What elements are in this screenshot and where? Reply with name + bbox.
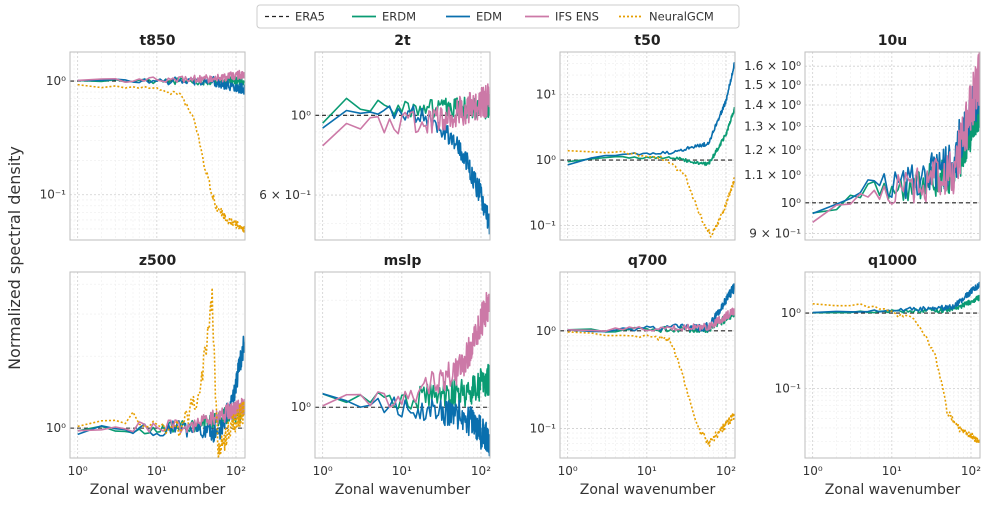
y-tick-label: 10⁻¹ <box>530 218 557 232</box>
grid <box>805 52 980 240</box>
x-axis-label: Zonal wavenumber <box>335 482 471 498</box>
y-tick-label: 10⁰ <box>291 108 311 122</box>
axes-frame <box>559 271 736 459</box>
series-ifs-ens <box>77 397 245 434</box>
legend-label: ERDM <box>382 10 416 24</box>
y-tick-label: 1.5 × 10⁰ <box>744 78 801 92</box>
panel-t50: t50 10¹ 10⁰ 10⁻¹ <box>530 33 736 241</box>
series-erdm <box>322 363 490 411</box>
series-ifs-ens <box>567 307 735 333</box>
series-neuralgcm <box>812 303 980 445</box>
y-tick-label: 10¹ <box>536 88 556 102</box>
x-tick-label: 10¹ <box>392 464 412 478</box>
legend-label: EDM <box>476 10 502 24</box>
axes-frame <box>314 271 491 459</box>
grid <box>315 52 490 240</box>
x-tick-label: 10⁰ <box>68 464 88 478</box>
series-ifs-ens <box>812 52 980 223</box>
x-tick-label: 10⁰ <box>803 464 823 478</box>
legend-label: NeuralGCM <box>649 10 714 24</box>
series-ifs-ens <box>322 83 490 147</box>
panel-10u: 10u 1.6 × 10⁰ 1.5 × 10⁰ 1.4 × 10⁰ 1.3 × 10⁰ 1… <box>744 33 981 241</box>
panel-title: 10u <box>878 33 907 49</box>
y-tick-label: 10⁰ <box>781 306 801 320</box>
grid <box>805 272 980 458</box>
x-tick-label: 10¹ <box>882 464 902 478</box>
y-tick-label: 10⁻¹ <box>40 188 67 202</box>
series-edm <box>322 105 490 235</box>
y-tick-label: 1.4 × 10⁰ <box>744 98 801 112</box>
x-tick-label: 10² <box>716 464 736 478</box>
x-axis-label: Zonal wavenumber <box>825 482 961 498</box>
panel-title: z500 <box>139 253 177 269</box>
series-ifs-ens <box>77 69 245 84</box>
series-erdm <box>812 294 980 314</box>
y-tick-label: 6 × 10⁻¹ <box>259 188 311 202</box>
x-tick-label: 10⁰ <box>313 464 333 478</box>
axes-frame <box>314 51 491 241</box>
x-tick-label: 10⁰ <box>558 464 578 478</box>
y-tick-label: 10⁰ <box>536 153 556 167</box>
legend-label: ERA5 <box>295 10 325 24</box>
y-tick-label: 1.6 × 10⁰ <box>744 59 801 73</box>
x-axis-label: Zonal wavenumber <box>90 482 226 498</box>
panel-title: q700 <box>628 253 668 269</box>
grid <box>560 52 735 240</box>
axes-frame <box>804 51 981 241</box>
y-tick-label: 10⁰ <box>536 324 556 338</box>
axes-frame <box>69 51 246 241</box>
grid <box>70 272 245 458</box>
panel-2t: 2t 10⁰ 6 × 10⁻¹ <box>259 33 491 241</box>
x-tick-label: 10² <box>961 464 981 478</box>
series-erdm <box>567 107 735 167</box>
series-edm <box>812 281 980 314</box>
y-tick-label: 10⁻¹ <box>530 422 557 436</box>
y-tick-label: 10⁰ <box>46 421 66 435</box>
legend-label: IFS ENS <box>555 10 599 24</box>
axes-frame <box>804 271 981 459</box>
series-neuralgcm <box>567 149 735 238</box>
series-neuralgcm <box>77 83 245 233</box>
y-tick-label: 9 × 10⁻¹ <box>749 226 801 240</box>
panel-title: q1000 <box>868 253 917 269</box>
axes-frame <box>559 51 736 241</box>
panel-title: mslp <box>384 253 422 269</box>
series-ifs-ens <box>322 291 490 408</box>
x-axis-label: Zonal wavenumber <box>580 482 716 498</box>
panel-title: t50 <box>634 33 660 49</box>
legend: ERA5 ERDM EDM IFS ENS NeuralGCM <box>256 4 740 29</box>
series-neuralgcm <box>567 331 735 447</box>
legend-frame <box>256 4 740 29</box>
axes-frame <box>69 271 246 459</box>
grid <box>560 272 735 458</box>
y-tick-label: 10⁻¹ <box>775 382 802 396</box>
panel-title: 2t <box>394 33 411 49</box>
series-edm <box>567 62 735 166</box>
y-tick-label: 1.3 × 10⁰ <box>744 120 801 134</box>
x-tick-label: 10² <box>471 464 491 478</box>
y-tick-label: 1.2 × 10⁰ <box>744 143 801 157</box>
panel-t850: t850 10⁰ 10⁻¹ <box>40 33 246 241</box>
y-tick-label: 10⁰ <box>781 196 801 210</box>
series-edm <box>77 335 245 443</box>
series-edm <box>322 392 490 457</box>
y-axis-label: Normalized spectral density <box>5 146 24 370</box>
x-tick-label: 10² <box>226 464 246 478</box>
panel-title: t850 <box>140 33 176 49</box>
y-tick-label: 10⁰ <box>291 400 311 414</box>
x-tick-label: 10¹ <box>637 464 657 478</box>
x-tick-label: 10¹ <box>147 464 167 478</box>
y-tick-label: 1.1 × 10⁰ <box>744 168 801 182</box>
y-tick-label: 10⁰ <box>46 74 66 88</box>
series-neuralgcm <box>77 287 245 458</box>
grid <box>70 52 245 240</box>
